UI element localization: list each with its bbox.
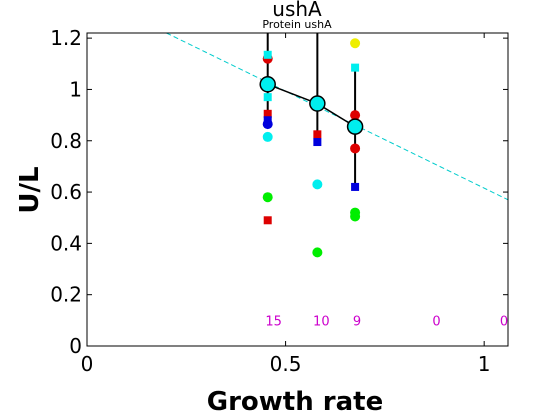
data-point-square: [351, 63, 360, 72]
data-point-square: [263, 50, 272, 59]
data-points-layer: [262, 38, 361, 258]
data-point-square: [263, 93, 272, 102]
chart-subtitle: Protein ushA: [262, 18, 332, 31]
y-tick-label: 1: [69, 77, 82, 101]
x-tick-label: 0: [81, 352, 94, 376]
data-point-square: [351, 182, 360, 191]
mean-layer: [259, 76, 364, 135]
y-tick-label: 0.8: [50, 129, 82, 153]
count-label: 15: [265, 314, 282, 329]
x-tick-label: 0.5: [270, 352, 302, 376]
y-tick-label: 1.2: [50, 26, 82, 50]
count-label: 10: [313, 314, 330, 329]
y-tick-label: 0.6: [50, 180, 82, 204]
data-point-square: [313, 130, 322, 139]
data-point-circle: [350, 143, 361, 154]
data-point-circle: [262, 192, 273, 203]
plot-frame: [86, 32, 509, 347]
y-tick-label: 0.2: [50, 283, 82, 307]
plot-area: 15 10 9 0 0: [166, 33, 508, 329]
data-point-circle: [350, 38, 361, 49]
count-label: 9: [353, 314, 361, 329]
count-labels-layer: 15 10 9 0 0: [265, 314, 508, 329]
data-point-circle: [350, 211, 361, 222]
data-point-square: [263, 109, 272, 118]
count-label: 0: [432, 314, 440, 329]
data-point-square: [263, 216, 272, 225]
ticks-layer: 0 0.5 100.20.40.60.811.2: [50, 26, 508, 376]
x-axis-title: Growth rate: [207, 387, 383, 417]
fit-line: [166, 33, 508, 201]
x-tick-label: 1: [478, 352, 491, 376]
count-label: 0: [500, 314, 508, 329]
mean-marker: [259, 76, 276, 93]
data-point-circle: [350, 110, 361, 121]
data-point-circle: [312, 179, 323, 190]
fit-line-layer: [166, 33, 508, 201]
data-point-circle: [262, 131, 273, 142]
chart-title: ushA: [272, 0, 322, 21]
y-tick-label: 0: [69, 334, 82, 358]
mean-marker: [309, 95, 326, 112]
data-point-square: [313, 138, 322, 147]
data-point-circle: [312, 247, 323, 258]
y-tick-label: 0.4: [50, 231, 82, 255]
y-axis-title: U/L: [15, 166, 45, 213]
mean-marker: [346, 118, 364, 135]
data-point-circle: [262, 119, 273, 130]
error-bar-layer: [266, 33, 357, 187]
axes: [86, 32, 509, 347]
